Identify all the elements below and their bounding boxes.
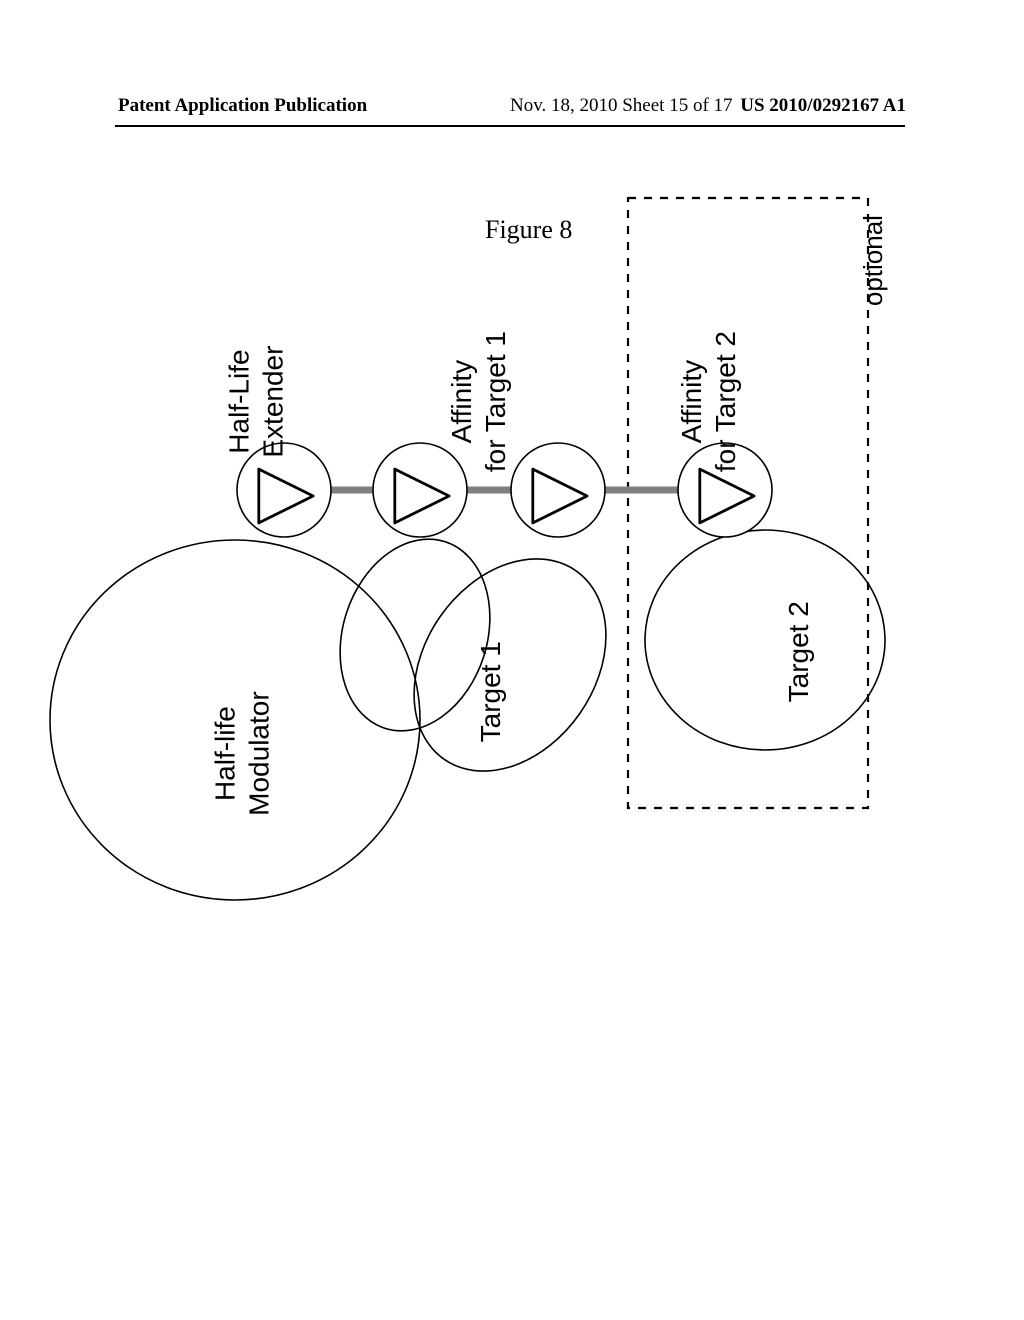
label-target2: Target 2	[782, 601, 816, 702]
label-optional: optional	[858, 215, 889, 306]
page: Patent Application Publication Nov. 18, …	[0, 0, 1024, 1320]
label-target1: Target 1	[474, 641, 508, 742]
label-half-life-extender: Half-LifeExtender	[222, 346, 289, 458]
target1-shape-b	[374, 522, 645, 808]
target2-shape	[645, 530, 885, 750]
figure-diagram	[0, 0, 1024, 1320]
label-affinity-target1: Affinityfor Target 1	[445, 331, 512, 472]
label-half-life-modulator: Half-lifeModulator	[209, 691, 276, 816]
label-affinity-target2: Affinityfor Target 2	[675, 331, 742, 472]
figure-title: Figure 8	[485, 215, 572, 245]
